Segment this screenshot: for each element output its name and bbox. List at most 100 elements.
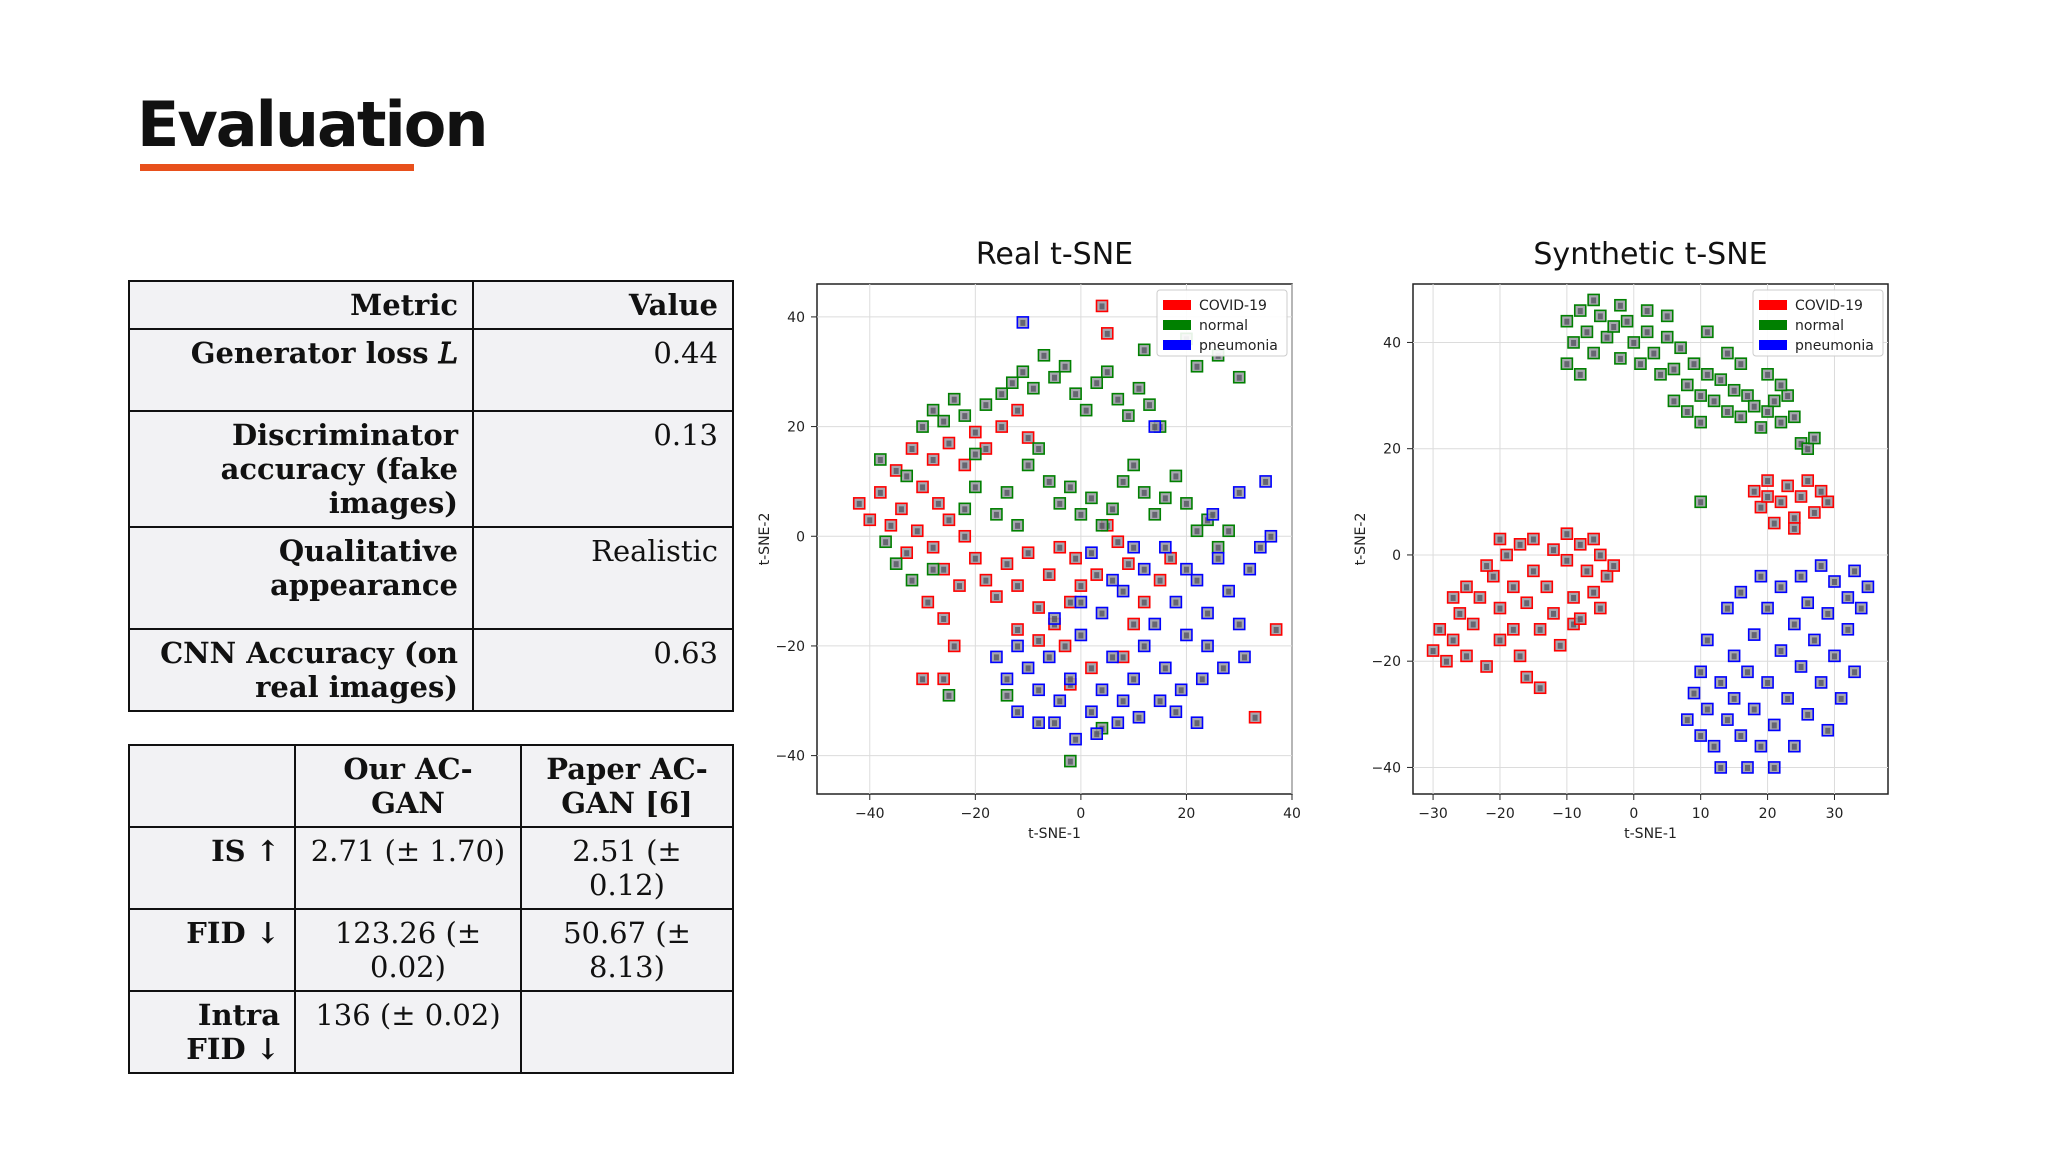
point-covid-19 <box>1573 612 1587 625</box>
point-thumbnail-inner <box>1845 626 1851 633</box>
point-normal <box>1667 394 1681 408</box>
point-normal <box>1042 475 1056 488</box>
point-thumbnail-inner <box>1046 572 1052 579</box>
point-thumbnail-inner <box>1078 632 1084 639</box>
legend-label-pneumonia: pneumonia <box>1199 338 1278 354</box>
point-thumbnail-inner <box>1557 642 1563 649</box>
point-pneumonia <box>1021 661 1035 675</box>
point-normal <box>1573 304 1587 317</box>
point-thumbnail-inner <box>1751 403 1757 410</box>
point-thumbnail-inner <box>1738 733 1744 740</box>
point-normal <box>889 557 903 570</box>
point-normal <box>1137 486 1151 499</box>
point-pneumonia <box>1148 617 1162 631</box>
point-covid-19 <box>1547 543 1560 556</box>
point-thumbnail-inner <box>1004 489 1010 496</box>
point-thumbnail-inner <box>1437 626 1443 633</box>
point-thumbnail-inner <box>1658 371 1664 378</box>
metric-label: Discriminator accuracy (fake images) <box>128 410 474 528</box>
point-thumbnail-inner <box>1226 588 1232 595</box>
point-thumbnail-inner <box>1698 499 1704 506</box>
point-thumbnail-inner <box>1173 709 1179 716</box>
point-thumbnail-inner <box>1791 743 1797 750</box>
point-pneumonia <box>1727 692 1741 705</box>
point-pneumonia <box>1127 672 1140 686</box>
y-axis-label: t-SNE-2 <box>757 513 773 566</box>
point-covid-19 <box>937 612 950 625</box>
point-covid-19 <box>916 672 929 686</box>
metric-value: 0.44 <box>472 328 734 412</box>
y-tick-label: 40 <box>787 310 805 326</box>
point-thumbnail-inner <box>1718 679 1724 686</box>
point-covid-19 <box>1801 474 1815 487</box>
point-pneumonia <box>1721 601 1734 615</box>
point-thumbnail-inner <box>1530 568 1536 575</box>
point-thumbnail-inner <box>1731 695 1737 702</box>
point-pneumonia <box>1000 672 1014 686</box>
metric-value: 0.13 <box>472 410 734 528</box>
point-normal <box>1016 365 1030 379</box>
legend-swatch-pneumonia <box>1163 340 1191 350</box>
point-covid-19 <box>895 502 908 516</box>
point-thumbnail-inner <box>1004 692 1010 699</box>
point-pneumonia <box>1048 612 1061 625</box>
point-thumbnail-inner <box>1020 319 1026 326</box>
point-covid-19 <box>863 513 877 527</box>
point-thumbnail-inner <box>983 402 989 409</box>
point-thumbnail-inner <box>1765 494 1771 500</box>
point-thumbnail-inner <box>1205 643 1211 650</box>
x-tick-label: −20 <box>961 806 991 822</box>
y-tick-label: −20 <box>775 639 805 655</box>
point-covid-19 <box>1000 557 1014 570</box>
point-normal <box>1190 524 1204 538</box>
point-thumbnail-inner <box>1698 393 1704 400</box>
point-thumbnail-inner <box>1564 531 1570 538</box>
point-thumbnail-inner <box>1141 489 1147 496</box>
point-thumbnail-inner <box>1718 764 1724 771</box>
point-thumbnail-inner <box>1711 398 1717 405</box>
point-pneumonia <box>1801 708 1815 721</box>
point-normal <box>969 480 982 494</box>
ours-value: 136 (± 0.02) <box>294 990 522 1074</box>
point-thumbnail-inner <box>1194 577 1200 584</box>
point-thumbnail-inner <box>1644 329 1650 336</box>
point-thumbnail-inner <box>1104 369 1110 376</box>
point-thumbnail-inner <box>1738 361 1744 368</box>
point-thumbnail-inner <box>1067 758 1073 765</box>
point-thumbnail-inner <box>1524 674 1530 681</box>
point-normal <box>1079 403 1093 417</box>
point-pneumonia <box>1861 580 1875 594</box>
point-covid-19 <box>1069 551 1082 565</box>
point-normal <box>1011 518 1024 532</box>
point-normal <box>874 453 887 466</box>
y-axis-label: t-SNE-2 <box>1353 513 1369 566</box>
point-covid-19 <box>1100 327 1114 340</box>
y-tick-label: 0 <box>796 529 805 545</box>
point-thumbnail-inner <box>1818 488 1824 495</box>
point-thumbnail-inner <box>1731 653 1737 660</box>
point-thumbnail-inner <box>1644 308 1650 315</box>
point-thumbnail-inner <box>1671 398 1677 405</box>
point-normal <box>1053 497 1067 510</box>
point-covid-19 <box>1486 569 1500 583</box>
point-normal <box>1594 309 1607 323</box>
point-thumbnail-inner <box>1088 495 1094 502</box>
point-covid-19 <box>995 420 1009 433</box>
point-covid-19 <box>1527 532 1540 546</box>
point-thumbnail-inner <box>1745 669 1751 676</box>
point-thumbnail-inner <box>1252 714 1258 721</box>
point-normal <box>1774 415 1788 429</box>
point-thumbnail-inner <box>893 467 899 474</box>
point-pneumonia <box>1222 584 1235 598</box>
point-pneumonia <box>1774 580 1788 594</box>
point-thumbnail-inner <box>1785 483 1791 490</box>
legend-swatch-covid-19 <box>1163 300 1191 310</box>
point-thumbnail-inner <box>920 424 926 431</box>
point-thumbnail-inner <box>1115 720 1121 727</box>
point-normal <box>1620 314 1634 328</box>
point-normal <box>1232 370 1246 384</box>
point-thumbnail-inner <box>1550 547 1556 554</box>
point-thumbnail-inner <box>1015 522 1021 529</box>
point-covid-19 <box>1021 546 1035 560</box>
point-covid-19 <box>1594 601 1607 615</box>
